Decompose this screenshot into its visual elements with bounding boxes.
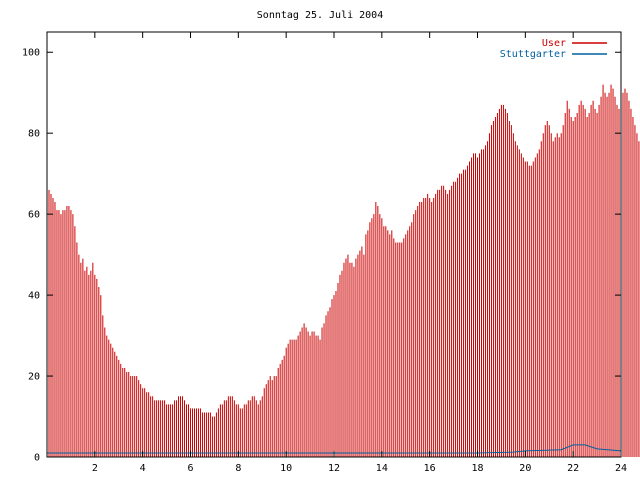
x-tick-label: 8 — [235, 463, 241, 474]
chart-title: Sonntag 25. Juli 2004 — [257, 10, 383, 21]
x-tick-label: 12 — [328, 463, 340, 474]
x-tick-label: 10 — [280, 463, 292, 474]
y-tick-label: 80 — [28, 129, 40, 140]
x-tick-label: 6 — [187, 463, 193, 474]
legend-stuttgarter-label: Stuttgarter — [500, 49, 566, 60]
x-tick-label: 24 — [615, 463, 627, 474]
x-tick-label: 14 — [376, 463, 388, 474]
y-tick-label: 20 — [28, 372, 40, 383]
stuttgarter-line — [47, 444, 622, 454]
legend: User Stuttgarter — [500, 38, 607, 60]
y-tick-label: 40 — [28, 291, 40, 302]
y-tick-label: 100 — [22, 48, 40, 59]
x-tick-label: 22 — [567, 463, 579, 474]
y-tick-label: 0 — [34, 453, 40, 464]
x-tick-label: 4 — [140, 463, 146, 474]
x-tick-label: 18 — [471, 463, 483, 474]
x-tick-label: 20 — [519, 463, 531, 474]
legend-user-label: User — [542, 38, 566, 49]
y-tick-label: 60 — [28, 210, 40, 221]
line-layer — [47, 444, 622, 454]
x-tick-label: 2 — [92, 463, 98, 474]
bars-layer — [46, 84, 640, 457]
x-tick-label: 16 — [424, 463, 436, 474]
